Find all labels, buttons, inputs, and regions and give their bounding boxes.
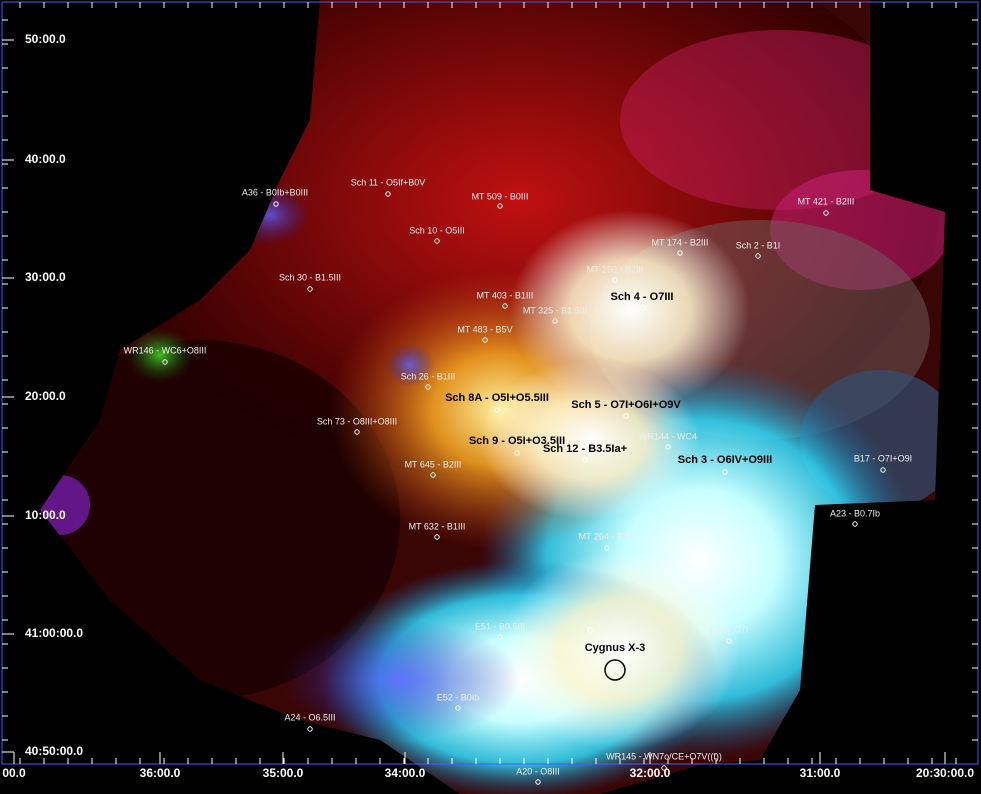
source-labels: A36 - B0Ib+B0III Sch 11 - O5If+B0V MT 509 … — [124, 177, 912, 785]
axis-ticks: 50:00.0 40:00.0 30:00.0 20:00.0 10:00.0 41:00… — [2, 2, 978, 780]
star-marker — [535, 779, 541, 785]
source-label: Sch 5 - O7I+O6I+O9V — [571, 399, 681, 411]
x-tick-label: 00.0 — [2, 766, 26, 780]
source-label: Sch 30 - B1.5III — [279, 272, 341, 282]
target-label: Cygnus X-3 — [585, 642, 646, 654]
star-marker — [307, 286, 313, 292]
source-label: A20 - O8III — [516, 766, 560, 776]
source-label: MT 645 - B2III — [405, 459, 462, 469]
source-label: Sch 4 - O7III — [611, 291, 674, 303]
source-label: Sch 73 - O8III+O8III — [317, 416, 397, 426]
star-marker — [497, 634, 503, 640]
y-tick-label: 30:00.0 — [25, 270, 66, 284]
star-marker — [823, 210, 829, 216]
source-label: MT 403 - B1III — [477, 290, 534, 300]
star-marker — [726, 638, 732, 644]
source-label: A36 - B0Ib+B0III — [242, 187, 308, 197]
y-tick-label: 20:00.0 — [25, 389, 66, 403]
star-marker — [612, 277, 618, 283]
star-marker — [587, 627, 593, 633]
y-tick-label: 40:50:00.0 — [25, 744, 83, 758]
star-marker — [677, 250, 683, 256]
source-label: B17 - O7I+O9I — [854, 453, 912, 463]
source-label: MT 483 - B5V — [457, 324, 512, 334]
source-label: WR146 - WC6+O8III — [124, 345, 207, 355]
source-label: E47 - B0Ib — [569, 613, 612, 623]
source-label: Sch 26 - B1III — [401, 371, 456, 381]
star-marker — [455, 705, 461, 711]
source-label: Sch 10 - O5III — [409, 225, 465, 235]
source-label: MT 632 - B1III — [409, 521, 466, 531]
y-tick-label: 10:00.0 — [25, 508, 66, 522]
star-marker — [497, 203, 503, 209]
source-label: MT 174 - B2III — [652, 237, 709, 247]
star-marker — [385, 191, 391, 197]
star-marker — [623, 413, 629, 419]
star-marker — [434, 238, 440, 244]
y-tick-label: 41:00:00.0 — [25, 626, 83, 640]
star-marker — [502, 303, 508, 309]
source-label: MT 325 - B1.5III — [523, 305, 587, 315]
x-tick-label: 35:00.0 — [263, 766, 304, 780]
x-tick-label: 36:00.0 — [140, 766, 181, 780]
star-marker — [755, 253, 761, 259]
star-marker — [665, 444, 671, 450]
star-marker — [494, 407, 500, 413]
source-label: WR145 - WN7o/CE+O7V((f)) — [606, 751, 722, 761]
source-label: E52 - B0Ib — [437, 692, 480, 702]
star-marker — [880, 467, 886, 473]
star-marker — [354, 429, 360, 435]
y-tick-label: 50:00.0 — [25, 32, 66, 46]
star-marker — [430, 472, 436, 478]
star-marker — [582, 457, 588, 463]
star-marker — [640, 305, 646, 311]
source-label: A24 - O6.5III — [284, 712, 335, 722]
star-marker — [482, 337, 488, 343]
star-marker — [604, 545, 610, 551]
source-label: WR144 - WC4 — [639, 431, 697, 441]
y-tick-label: 40:00.0 — [25, 152, 66, 166]
source-label: MT 264 - B2III — [579, 531, 636, 541]
star-marker — [852, 521, 858, 527]
star-marker — [552, 318, 558, 324]
source-label: Sch 8A - O5I+O5.5III — [445, 392, 549, 404]
star-marker — [514, 450, 520, 456]
source-label: Sch 12 - B3.5Ia+ — [543, 443, 627, 455]
source-label: A15 - O7I — [710, 624, 749, 634]
star-marker — [307, 726, 313, 732]
star-marker — [434, 534, 440, 540]
x-tick-label: 32:00.0 — [630, 766, 671, 780]
target-marker — [604, 659, 626, 681]
star-marker — [273, 201, 279, 207]
x-tick-label: 20:30:00.0 — [916, 766, 974, 780]
star-marker — [722, 469, 728, 475]
star-marker — [661, 765, 667, 771]
source-label: MT 509 - B0III — [472, 191, 529, 201]
star-marker — [425, 384, 431, 390]
source-label: Sch 11 - O5If+B0V — [351, 177, 426, 187]
source-label: Sch 2 - B1I — [736, 240, 781, 250]
source-label: MT 250 - B2III — [587, 264, 644, 274]
star-marker — [162, 359, 168, 365]
x-tick-label: 31:00.0 — [800, 766, 841, 780]
source-label: A23 - B0.7Ib — [830, 508, 880, 518]
source-label: E51 - B0.5III — [475, 621, 525, 631]
source-label: Sch 9 - O5I+O3.5III — [469, 435, 565, 447]
source-label: MT 421 - B2III — [798, 196, 855, 206]
plot-frame — [1, 1, 979, 765]
x-tick-label: 34:00.0 — [385, 766, 426, 780]
source-label: Sch 3 - O6IV+O9III — [678, 454, 772, 466]
